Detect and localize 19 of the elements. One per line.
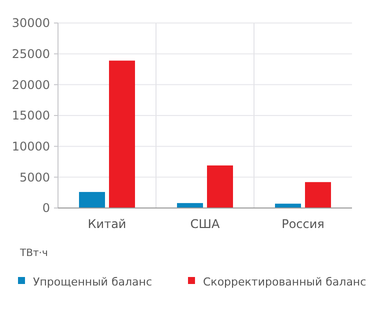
y-tick-label: 10000 xyxy=(12,140,50,154)
y-tick-label: 30000 xyxy=(12,16,50,30)
bar xyxy=(109,60,135,208)
bar xyxy=(79,192,105,208)
bar xyxy=(207,165,233,208)
x-tick-label: Китай xyxy=(88,217,126,231)
legend-label: Упрощенный баланс xyxy=(33,275,152,288)
y-tick-label: 15000 xyxy=(12,108,50,123)
y-tick-label: 0 xyxy=(42,201,50,216)
legend-label: Скорректированный баланс xyxy=(203,275,366,288)
y-tick-label: 20000 xyxy=(12,78,50,92)
y-tick-label: 25000 xyxy=(12,47,50,62)
y-axis-title: ТВт·ч xyxy=(19,248,48,259)
bar xyxy=(177,203,203,208)
x-tick-label: Россия xyxy=(282,217,324,231)
bar xyxy=(275,204,301,208)
bar xyxy=(305,182,331,208)
y-tick-label: 5000 xyxy=(19,170,50,184)
x-tick-label: США xyxy=(190,217,220,231)
